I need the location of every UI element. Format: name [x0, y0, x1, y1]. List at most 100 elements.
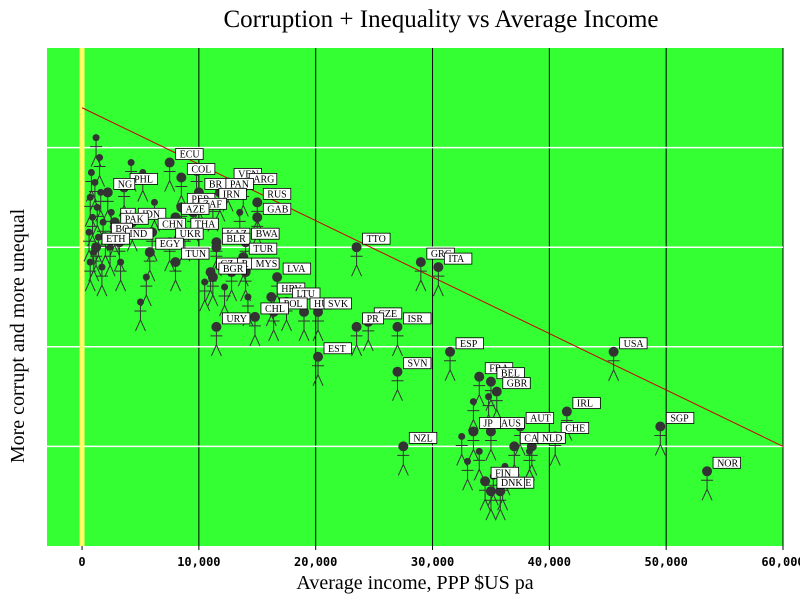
data-label: MYS: [256, 259, 278, 270]
x-tick-label: 10,000: [177, 555, 220, 569]
data-label: LVA: [287, 264, 306, 275]
plot-area: [47, 48, 783, 546]
data-label: IRN: [223, 189, 240, 200]
scatter-point: [86, 213, 99, 247]
x-axis-label: Average income, PPP $US pa: [296, 572, 533, 594]
scatter-point: [455, 432, 468, 466]
scatter-point-dnk: [484, 486, 497, 521]
scatter-point-nld: [525, 441, 538, 476]
point-label-svn: SVN: [403, 357, 432, 370]
x-tick-label: 20,000: [294, 555, 337, 569]
scatter-point-aus: [484, 426, 497, 461]
scatter-point: [473, 447, 486, 481]
data-label: BO: [115, 224, 129, 235]
point-label-usa: USA: [619, 337, 648, 350]
data-label: CZE: [378, 309, 397, 320]
data-label: GAB: [267, 204, 288, 215]
data-label: BGR: [223, 264, 244, 275]
scatter-point-svn: [391, 366, 404, 401]
scatter-point-ury: [210, 321, 223, 357]
scatter-point-chl: [248, 311, 261, 347]
scatter-point-gbr: [490, 386, 503, 421]
data-label: IDN: [142, 209, 160, 220]
point-labels: ECUCOLVENARGBRPANPHLNGRUSIRNPERZAFGABAZE…: [101, 148, 741, 489]
scatter-point-col: [175, 172, 188, 207]
scatter-point: [85, 169, 98, 202]
scatter-point: [84, 193, 97, 227]
point-label-ury: URY: [221, 312, 251, 325]
data-label: BR: [209, 179, 223, 190]
point-label-svk: SVK: [323, 297, 352, 310]
scatter-point-bgr: [206, 272, 219, 307]
y-axis-label: More corrupt and more unequal: [7, 208, 29, 463]
point-label-pak: PAK: [120, 212, 149, 225]
scatter-point-can: [508, 441, 521, 476]
data-label: SVN: [407, 359, 427, 370]
scatter-point-svk: [312, 306, 325, 342]
scatter-point: [91, 203, 104, 237]
scatter-point-ng: [101, 187, 114, 222]
scatter-point-ita: [432, 262, 445, 297]
data-label: NZL: [413, 433, 432, 444]
point-label-ecu: ECU: [175, 148, 204, 161]
point-label-egy: EGY: [155, 237, 184, 250]
point-label-bgr: BGR: [218, 262, 247, 275]
scatter-point-usa: [607, 346, 620, 381]
point-label-lva: LVA: [282, 262, 312, 275]
scatter-point-tto: [350, 242, 363, 277]
point-label-pr: PR: [362, 312, 384, 325]
scatter-point: [88, 178, 101, 212]
data-label: ISR: [407, 314, 423, 325]
point-label-tha: THA: [190, 217, 219, 230]
data-label: ETH: [106, 234, 125, 245]
point-label-aus: AUS: [496, 417, 525, 429]
data-label: HU: [314, 299, 329, 310]
scatter-point-fra: [473, 371, 486, 406]
data-label: UKR: [180, 229, 201, 240]
point-label-est: EST: [323, 342, 352, 355]
point-label-blr: BLR: [221, 232, 251, 245]
point-label-che: CHE: [560, 422, 590, 434]
data-label: EGY: [160, 239, 181, 250]
scatter-point-bel: [484, 376, 497, 411]
data-label: PR: [367, 314, 380, 325]
data-label: HRV: [281, 284, 302, 295]
scatter-point: [218, 283, 231, 317]
data-label: VEN: [238, 169, 259, 180]
scatter-point-jp: [467, 426, 480, 461]
data-label: ZAF: [203, 199, 222, 210]
point-label-nor: NOR: [712, 456, 741, 469]
scatter-point-nor: [701, 466, 714, 501]
scatter-point: [94, 188, 107, 222]
point-label-bwa: BWA: [251, 227, 280, 240]
point-label-dnk: DNK: [496, 476, 525, 489]
point-label-jp: JP: [479, 417, 501, 429]
x-tick-label: 0: [78, 555, 85, 569]
data-label: USA: [624, 339, 645, 350]
point-label-isr: ISR: [403, 312, 432, 325]
data-label: LTU: [296, 289, 315, 300]
scatter-point-swe: [494, 486, 507, 521]
x-axis-ticks: 0 10,000 20,000 30,000 40,000 50,000 60,000: [78, 546, 800, 569]
point-label-mys: MYS: [251, 257, 280, 270]
data-label: TUR: [253, 244, 273, 255]
data-label: GRC: [431, 249, 452, 260]
point-label-col: COL: [186, 163, 216, 175]
data-label: CHN: [162, 219, 183, 230]
data-label: IND: [129, 229, 147, 240]
point-label-nld: NLD: [537, 431, 566, 444]
data-label: RUS: [267, 189, 286, 200]
data-label: FIN: [495, 468, 511, 479]
data-label: ARG: [253, 174, 274, 185]
point-label-aut: AUT: [525, 412, 555, 424]
data-label: BEL: [501, 369, 520, 380]
data-label: AUT: [530, 413, 551, 424]
data-label: TTO: [367, 234, 386, 245]
point-label-chn: CHN: [157, 217, 187, 230]
data-label: SVK: [328, 299, 349, 310]
data-label: SGP: [670, 413, 689, 424]
point-label-aze: AZE: [181, 202, 210, 215]
scatter-point-sgp: [654, 421, 667, 456]
scatter-point-est: [312, 351, 325, 386]
data-label: PHL: [134, 174, 153, 185]
